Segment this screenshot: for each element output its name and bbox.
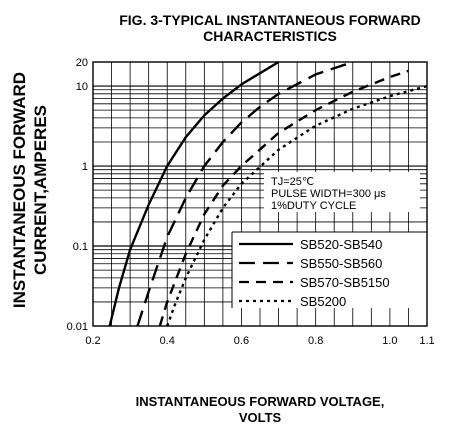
legend-label: SB550-SB560 [300,256,382,271]
x-tick-label: 1.1 [419,335,434,347]
legend: SB520-SB540 SB550-SB560 SB570-SB5150 SB5200 [231,231,428,309]
series-line-sb5200 [166,84,428,327]
y-tick-label: 20 [76,57,88,69]
tick-labels: 0.2 0.4 0.6 0.8 1.0 1.1 20 10 1 0.1 0.01 [67,57,435,347]
chart-subtitle: CHARACTERISTICS [203,28,337,44]
x-tick-label: 0.8 [308,335,323,347]
x-tick-label: 0.4 [160,335,175,347]
x-axis-label-line2: VOLTS [238,410,282,425]
condition-text: TJ=25℃ [271,176,314,188]
legend-label: SB570-SB5150 [300,275,390,290]
chart-title: FIG. 3-TYPICAL INSTANTANEOUS FORWARD [119,12,421,28]
condition-text: PULSE WIDTH=300 μs [271,188,386,200]
legend-label: SB5200 [300,294,346,309]
series-line-sb570-sb5150 [158,69,409,327]
y-tick-label: 1 [82,161,88,173]
y-tick-label: 0.01 [67,321,88,333]
x-axis-label: INSTANTANEOUS FORWARD VOLTAGE, VOLTS [60,394,460,426]
curves [108,60,428,327]
series-line-sb550-sb560 [136,60,354,327]
x-tick-label: 0.6 [234,335,249,347]
x-tick-label: 0.2 [85,335,100,347]
plot-frame [92,61,428,327]
x-tick-label: 1.0 [382,335,397,347]
conditions-box-bg [264,172,420,212]
x-axis-label-line1: INSTANTANEOUS FORWARD VOLTAGE, [135,394,385,409]
y-tick-label: 10 [76,81,88,93]
series-line-sb520-sb540 [108,60,280,327]
condition-text: 1%DUTY CYCLE [271,200,356,212]
legend-label: SB520-SB540 [300,237,382,252]
y-tick-label: 0.1 [73,241,88,253]
